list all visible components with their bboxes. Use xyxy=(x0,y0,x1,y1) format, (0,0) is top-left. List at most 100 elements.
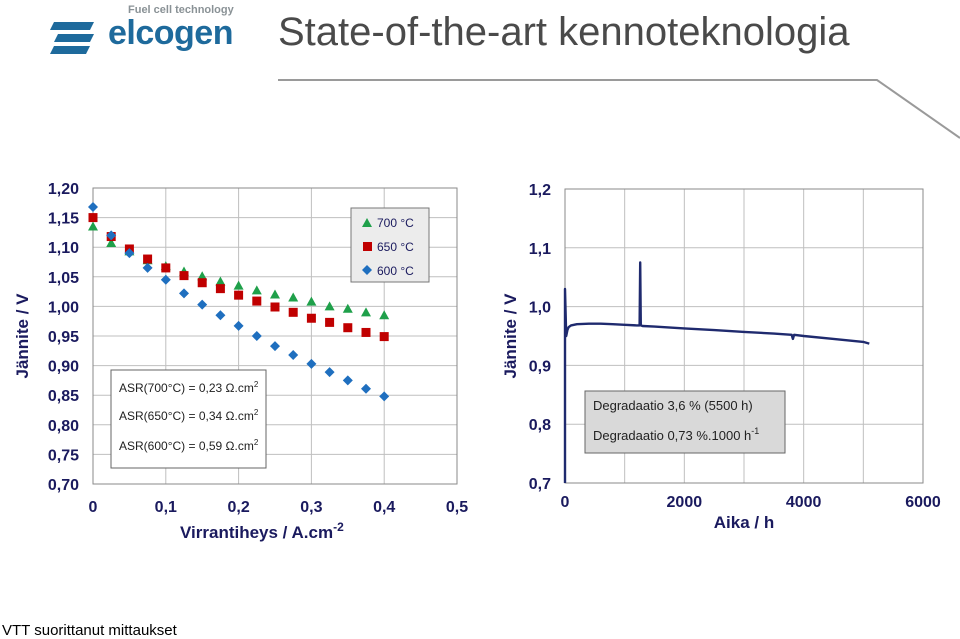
point-600 xyxy=(124,248,135,259)
point-600 xyxy=(324,367,335,378)
point-700 xyxy=(106,238,117,248)
point-650 xyxy=(361,327,371,337)
point-600 xyxy=(379,391,390,402)
point-600 xyxy=(197,299,208,310)
point-600 xyxy=(215,310,226,321)
point-700 xyxy=(379,310,390,320)
deg-x-tick-label: 6000 xyxy=(905,494,941,511)
iv-chart-points xyxy=(88,201,390,402)
deg-x-tick-label: 0 xyxy=(561,494,570,511)
point-600 xyxy=(361,383,371,394)
point-600 xyxy=(270,341,280,352)
point-700 xyxy=(324,301,335,311)
degradation-chart-grid xyxy=(564,188,924,484)
iv-y-tick-label: 0,95 xyxy=(48,329,79,346)
point-650 xyxy=(88,213,98,223)
deg-y-tick-label: 1,0 xyxy=(529,300,551,317)
point-600 xyxy=(88,201,98,212)
deg-y-tick-label: 0,9 xyxy=(529,358,551,375)
point-700 xyxy=(197,271,208,281)
iv-chart-x-ticks: 0 0,1 0,2 0,3 0,4 0,5 xyxy=(89,499,469,516)
elcogen-logo-mark xyxy=(50,22,94,54)
degradation-y-axis-label: Jännite / V xyxy=(501,293,520,379)
point-650 xyxy=(179,271,189,281)
elcogen-logo: Fuel cell technology elcogen xyxy=(48,2,248,54)
asr-box-frame xyxy=(110,369,267,469)
footer-note: VTT suorittanut mittaukset xyxy=(2,622,177,639)
iv-y-tick-label: 1,05 xyxy=(48,270,79,287)
legend-label-600: 600 °C xyxy=(377,264,414,278)
iv-x-tick-label: 0,2 xyxy=(227,499,249,516)
degradation-rate-text: Degradaatio 0,73 %.1000 h-1 xyxy=(593,426,759,443)
asr-650-text: ASR(650°C) = 0,34 Ω.cm2 xyxy=(119,408,259,423)
iv-x-tick-label: 0 xyxy=(89,499,98,516)
iv-y-tick-label: 1,15 xyxy=(48,211,79,228)
legend-box xyxy=(350,207,430,283)
point-700 xyxy=(88,221,98,231)
point-600 xyxy=(288,349,299,360)
point-650 xyxy=(234,290,244,300)
point-600 xyxy=(306,358,317,369)
point-650 xyxy=(124,244,134,254)
point-600 xyxy=(160,274,171,285)
point-700 xyxy=(142,255,153,265)
degradation-total-text: Degradaatio 3,6 % (5500 h) xyxy=(593,398,753,413)
asr-600-text: ASR(600°C) = 0,59 Ω.cm2 xyxy=(119,438,259,453)
point-700 xyxy=(270,289,280,299)
point-650 xyxy=(325,317,335,327)
legend-marker-650 xyxy=(363,242,372,251)
degradation-annotation-box: Degradaatio 3,6 % (5500 h) Degradaatio 0… xyxy=(584,390,786,454)
legend-label-650: 650 °C xyxy=(377,240,414,254)
degradation-chart-frame xyxy=(564,188,924,484)
point-700 xyxy=(160,261,171,271)
iv-curve-chart: 0 0,1 0,2 0,3 0,4 0,5 0,70 0,75 0,80 0,85 0,90 0,9… xyxy=(13,181,468,542)
point-650 xyxy=(106,232,116,242)
deg-y-tick-label: 1,2 xyxy=(529,182,551,199)
iv-y-tick-label: 0,90 xyxy=(48,359,79,376)
point-650 xyxy=(252,296,262,306)
deg-y-tick-label: 0,7 xyxy=(529,476,551,493)
point-700 xyxy=(124,246,135,256)
point-700 xyxy=(306,296,317,306)
point-600 xyxy=(142,262,153,273)
deg-y-tick-label: 0,8 xyxy=(529,417,551,434)
point-650 xyxy=(343,323,353,333)
iv-chart-y-axis-label: Jännite / V xyxy=(13,293,32,379)
deg-y-tick-label: 1,1 xyxy=(529,241,551,258)
iv-y-tick-label: 0,85 xyxy=(48,388,79,405)
slide-title: State-of-the-art kennoteknologia xyxy=(278,10,850,54)
asr-700-text: ASR(700°C) = 0,23 Ω.cm2 xyxy=(119,380,259,395)
degradation-x-ticks: 0 2000 4000 6000 xyxy=(561,494,941,511)
point-700 xyxy=(233,280,244,290)
degradation-x-axis-label: Aika / h xyxy=(714,513,774,532)
point-700 xyxy=(342,303,353,313)
point-600 xyxy=(342,375,353,386)
iv-x-tick-label: 0,4 xyxy=(373,499,395,516)
deg-x-tick-label: 4000 xyxy=(786,494,822,511)
point-650 xyxy=(306,313,316,323)
point-650 xyxy=(270,302,280,312)
point-650 xyxy=(197,278,207,288)
iv-chart-x-axis-label: Virrantiheys / A.cm-2 xyxy=(180,520,344,542)
iv-x-tick-label: 0,5 xyxy=(446,499,468,516)
point-700 xyxy=(215,276,226,286)
point-600 xyxy=(233,320,244,331)
iv-chart-legend: 700 °C 650 °C 600 °C xyxy=(350,207,430,283)
legend-marker-600 xyxy=(362,265,372,275)
point-650 xyxy=(379,332,389,342)
point-650 xyxy=(215,284,225,294)
point-700 xyxy=(251,285,262,295)
iv-y-tick-label: 0,80 xyxy=(48,418,79,435)
legend-marker-700 xyxy=(362,218,372,227)
point-650 xyxy=(161,263,171,273)
point-700 xyxy=(361,307,371,317)
iv-y-tick-label: 1,10 xyxy=(48,240,79,257)
logo-wordmark: elcogen xyxy=(108,14,233,52)
point-650 xyxy=(143,254,153,264)
degradation-box-frame xyxy=(584,390,786,454)
iv-y-tick-label: 1,20 xyxy=(48,181,79,198)
logo-tagline: Fuel cell technology xyxy=(128,4,234,16)
degradation-chart: 0 2000 4000 6000 0,7 0,8 0,9 1,0 1,1 1,2 Aika / … xyxy=(501,182,941,532)
point-650 xyxy=(288,307,298,317)
iv-x-tick-label: 0,1 xyxy=(155,499,177,516)
